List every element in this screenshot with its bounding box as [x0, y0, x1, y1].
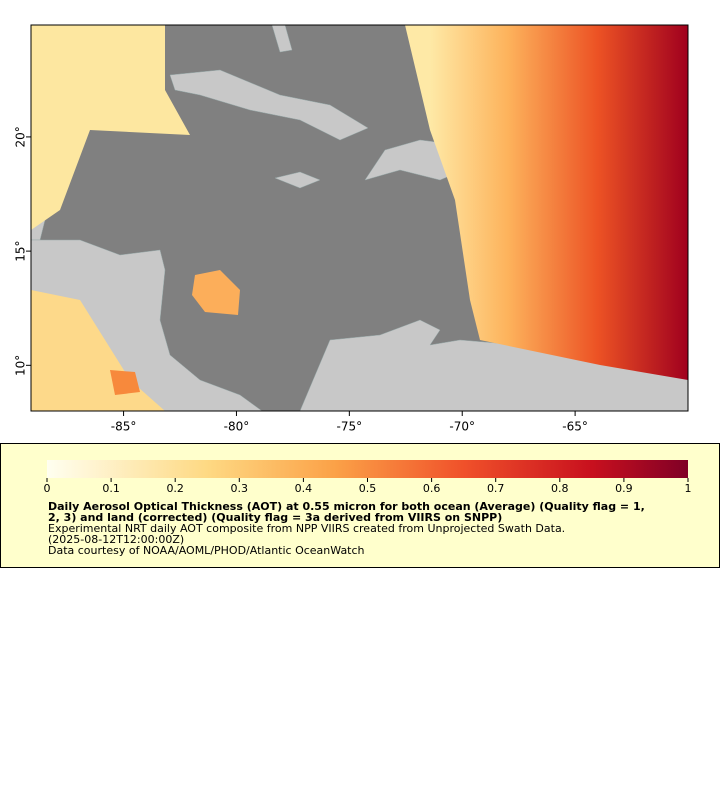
- colorbar-tick-label: 0.5: [359, 482, 377, 495]
- aerosol: [31, 25, 688, 411]
- colorbar-ticks: 0 0.1 0.2 0.3 0.4 0.5 0.6 0.7 0.8 0.9 1: [44, 478, 692, 495]
- x-tick-label: -80°: [224, 420, 250, 434]
- colorbar-tick-label: 0.4: [295, 482, 313, 495]
- legend: 0 0.1 0.2 0.3 0.4 0.5 0.6 0.7 0.8 0.9 1 Daily Aero…: [0, 443, 720, 568]
- colorbar-tick-label: 0.3: [231, 482, 249, 495]
- axes: -85° -80° -75° -70° -65° 10° 15° 20°: [14, 126, 588, 433]
- colorbar-tick-label: 0.1: [102, 482, 120, 495]
- x-tick-label: -85°: [111, 420, 137, 434]
- y-tick-label: 15°: [14, 240, 28, 261]
- colorbar-tick-label: 0.8: [551, 482, 569, 495]
- colorbar-tick-label: 0: [44, 482, 51, 495]
- x-tick-label: -75°: [337, 420, 363, 434]
- plot-frame: [30, 24, 689, 412]
- colorbar-tick-label: 0.6: [423, 482, 441, 495]
- legend-line: Data courtesy of NOAA/AOML/PHOD/Atlantic…: [48, 544, 365, 557]
- y-tick-label: 20°: [14, 126, 28, 147]
- y-tick-label: 10°: [14, 355, 28, 376]
- colorbar: [47, 460, 688, 478]
- legend-title: 2, 3) and land (corrected) (Quality flag…: [48, 511, 502, 524]
- x-tick-label: -70°: [449, 420, 475, 434]
- colorbar-tick-label: 0.2: [166, 482, 184, 495]
- colorbar-tick-label: 1: [685, 482, 692, 495]
- legend-title: Daily Aerosol Optical Thickness (AOT) at…: [48, 500, 645, 513]
- x-tick-label: -65°: [562, 420, 588, 434]
- colorbar-tick-label: 0.7: [487, 482, 505, 495]
- colorbar-tick-label: 0.9: [615, 482, 633, 495]
- map: [31, 25, 688, 411]
- legend-line: Experimental NRT daily AOT composite fro…: [48, 522, 565, 535]
- legend-line: (2025-08-12T12:00:00Z): [48, 533, 184, 546]
